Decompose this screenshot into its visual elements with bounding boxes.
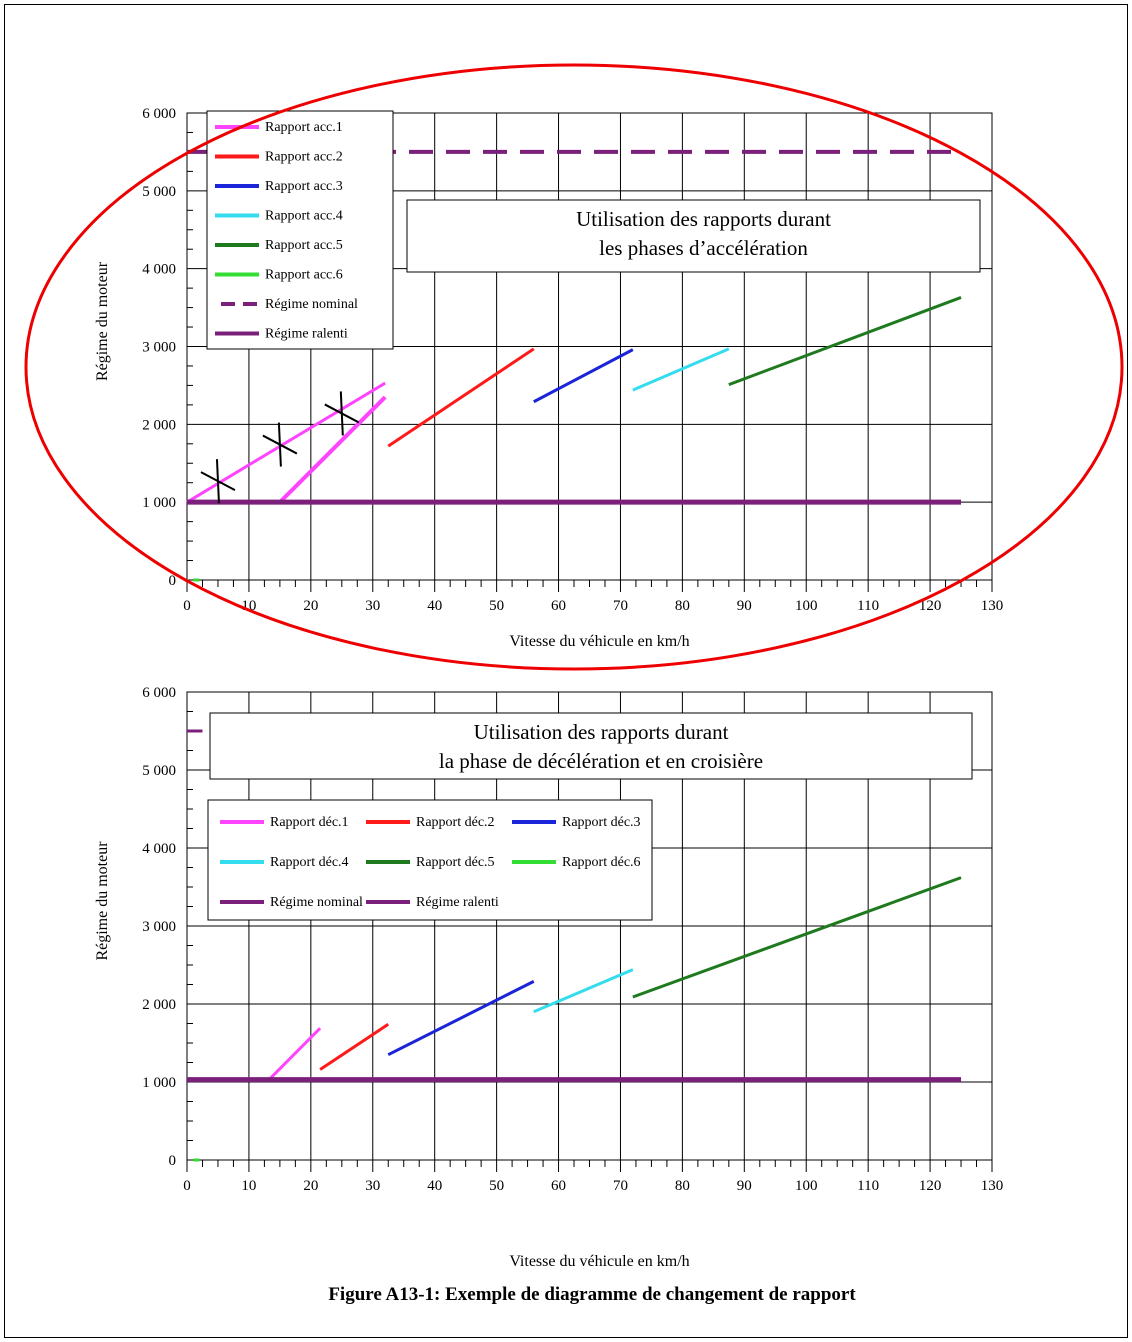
y-tick-label: 4 000	[142, 841, 176, 857]
series-line	[533, 348, 634, 404]
y-tick-label: 3 000	[142, 340, 176, 356]
legend-label: Rapport déc.6	[562, 855, 641, 870]
annotation-box	[209, 712, 973, 780]
legend-label: Rapport acc.4	[265, 209, 343, 224]
x-tick-label: 130	[981, 598, 1004, 614]
legend-label: Régime nominal	[265, 297, 358, 312]
series-line	[632, 347, 730, 392]
y-axis-label: Régime du moteur	[94, 261, 111, 381]
x-tick-label: 30	[365, 1178, 380, 1194]
x-tick-label: 90	[737, 598, 752, 614]
x-tick-label: 50	[489, 598, 504, 614]
x-tick-label: 70	[613, 1178, 628, 1194]
x-axis-label: Vitesse du véhicule en km/h	[509, 633, 689, 650]
x-tick-label: 10	[241, 1178, 256, 1194]
x-tick-label: 80	[675, 1178, 690, 1194]
y-tick-label: 1 000	[142, 495, 176, 511]
annotation-line: Utilisation des rapports durant	[474, 720, 729, 744]
x-tick-label: 60	[551, 1178, 566, 1194]
legend-label: Rapport acc.3	[265, 179, 343, 194]
x-tick-label: 0	[183, 1178, 191, 1194]
x-axis-label: Vitesse du véhicule en km/h	[509, 1253, 689, 1270]
x-tick-label: 50	[489, 1178, 504, 1194]
annotation-line: Utilisation des rapports durant	[576, 207, 831, 231]
x-tick-label: 30	[365, 598, 380, 614]
series-line	[632, 876, 962, 999]
legend-label: Régime nominal	[270, 895, 363, 910]
y-tick-label: 2 000	[142, 997, 176, 1013]
legend-label: Rapport déc.4	[270, 855, 349, 870]
x-tick-label: 130	[981, 1178, 1004, 1194]
x-tick-label: 110	[857, 598, 879, 614]
x-tick-label: 20	[303, 598, 318, 614]
cross-marker	[277, 422, 282, 467]
legend-label: Rapport déc.1	[270, 815, 349, 830]
annotation-line: la phase de décélération et en croisière	[439, 749, 763, 773]
series-line	[387, 980, 535, 1057]
x-tick-label: 60	[551, 598, 566, 614]
x-tick-label: 120	[919, 598, 942, 614]
y-tick-label: 1 000	[142, 1075, 176, 1091]
x-tick-label: 80	[675, 598, 690, 614]
y-tick-label: 0	[169, 1153, 177, 1169]
x-tick-label: 40	[427, 598, 442, 614]
figure-frame	[4, 4, 1128, 1338]
legend-label: Rapport déc.2	[416, 815, 495, 830]
legend-label: Rapport déc.3	[562, 815, 641, 830]
series-line	[387, 347, 535, 448]
series-line	[728, 296, 962, 387]
cross-marker	[339, 391, 344, 436]
legend-label: Rapport acc.2	[265, 150, 343, 165]
series-line	[319, 1023, 390, 1071]
legend-label: Régime ralenti	[416, 895, 499, 910]
x-tick-label: 0	[183, 598, 191, 614]
series-line	[533, 968, 634, 1014]
legend	[207, 799, 653, 921]
x-tick-label: 120	[919, 1178, 942, 1194]
y-tick-label: 6 000	[142, 106, 176, 122]
legend-label: Rapport acc.6	[265, 268, 343, 283]
series-line	[269, 1027, 322, 1080]
legend-label: Rapport acc.5	[265, 238, 343, 253]
legend-label: Rapport acc.1	[265, 120, 343, 135]
figure-caption: Figure A13-1: Exemple de diagramme de ch…	[328, 1284, 856, 1305]
y-tick-label: 5 000	[142, 184, 176, 200]
y-axis-label: Régime du moteur	[94, 841, 111, 961]
cross-marker	[215, 459, 220, 504]
y-tick-label: 6 000	[142, 685, 176, 701]
y-tick-label: 2 000	[142, 417, 176, 433]
x-tick-label: 20	[303, 1178, 318, 1194]
y-tick-label: 0	[169, 573, 177, 589]
annotation-line: les phases d’accélération	[599, 236, 808, 260]
x-tick-label: 100	[795, 1178, 818, 1194]
annotation-box	[406, 199, 981, 273]
x-tick-label: 70	[613, 598, 628, 614]
y-tick-label: 4 000	[142, 262, 176, 278]
legend-label: Régime ralenti	[265, 327, 348, 342]
x-tick-label: 90	[737, 1178, 752, 1194]
y-tick-label: 5 000	[142, 763, 176, 779]
y-tick-label: 3 000	[142, 919, 176, 935]
series-line	[278, 395, 387, 504]
legend	[206, 110, 394, 350]
x-tick-label: 100	[795, 598, 818, 614]
x-tick-label: 110	[857, 1178, 879, 1194]
legend-label: Rapport déc.5	[416, 855, 495, 870]
x-tick-label: 40	[427, 1178, 442, 1194]
highlight-ellipse	[24, 63, 1124, 671]
